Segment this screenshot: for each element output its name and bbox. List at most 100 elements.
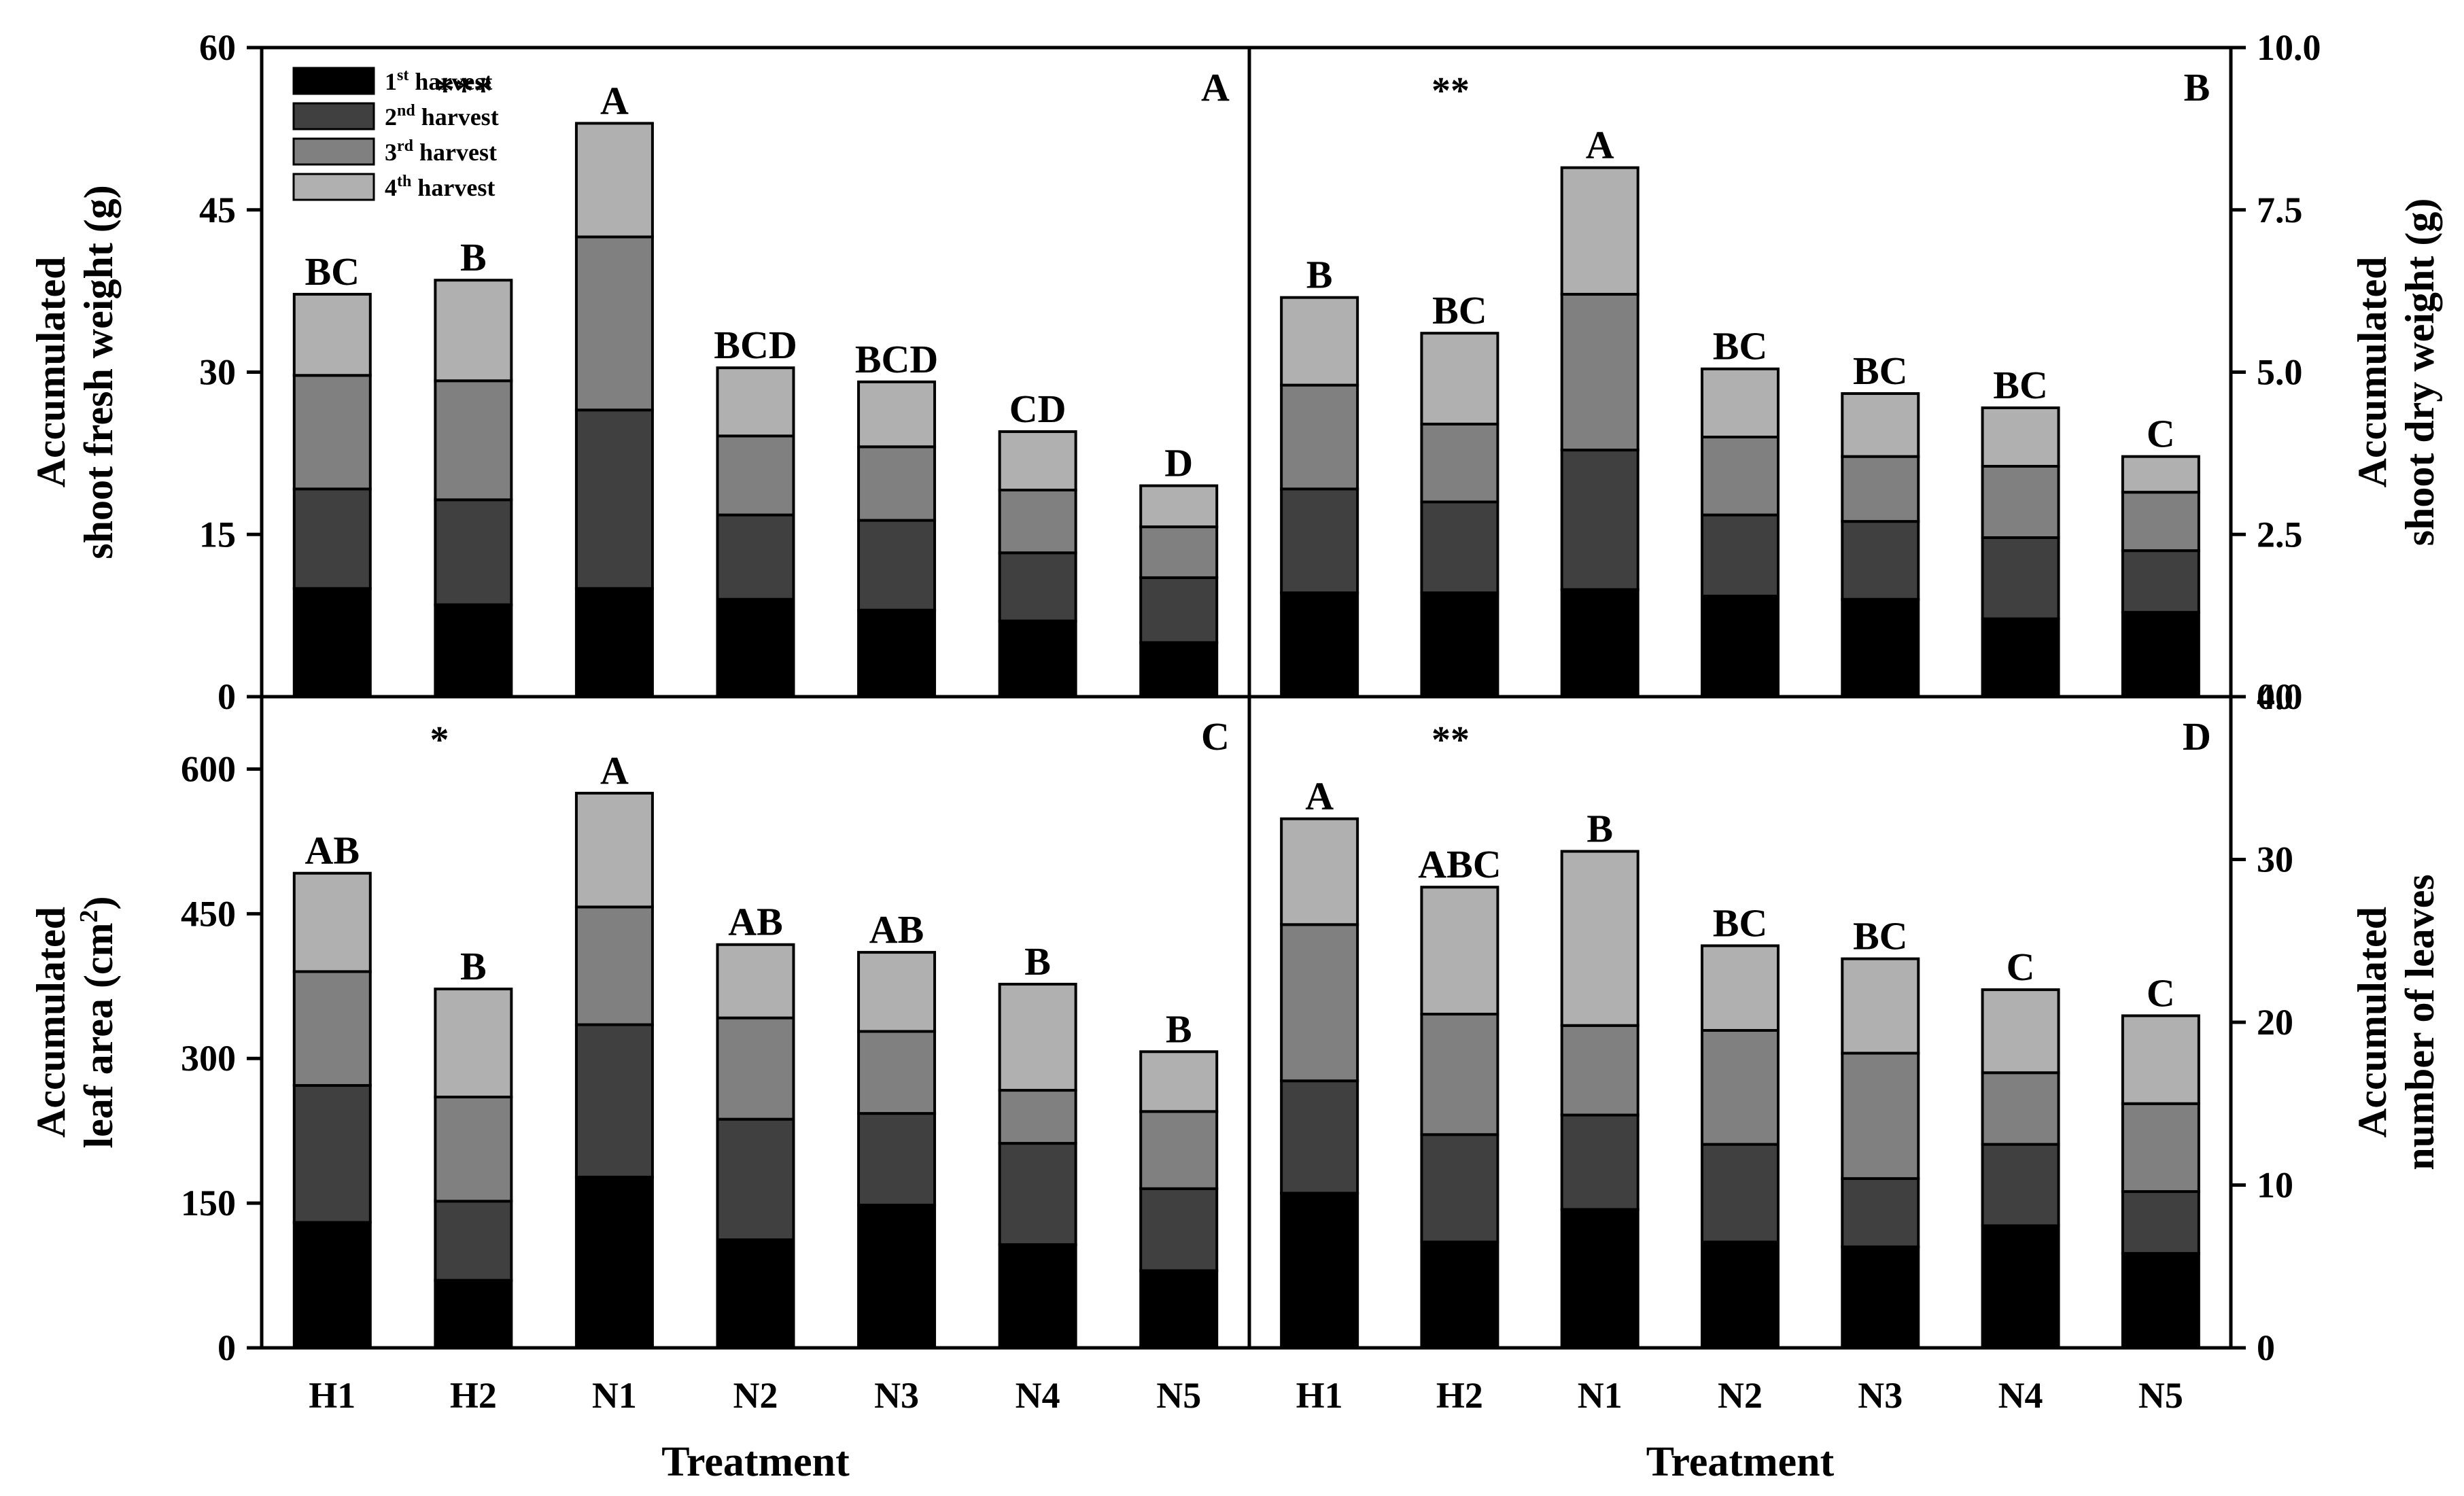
y-tick-label: 0 [218,676,236,717]
significance-letter: A [600,78,629,122]
significance-letter: BC [1432,288,1487,332]
significance-stars: ** [1431,70,1470,112]
bar-segment-H2-4 [1420,886,1499,1016]
bar-segment-N2-1 [1701,1240,1780,1349]
bar-segment-H2-1 [1420,591,1499,699]
x-tick-label: H2 [450,1375,497,1416]
bar-segment-H2-3 [434,379,513,502]
panel-C: 0 150 300 450 600 AB B A AB AB B B C * Accumulated leaf… [29,714,1230,1485]
significance-letter: BC [1853,349,1908,393]
bar-segment-N5-1 [1139,1269,1219,1349]
bar-segment-H2-3 [434,1095,513,1203]
legend-swatch [292,102,375,131]
y-axis-label-line-2: number of leaves [2397,874,2442,1170]
y-tick-label: 600 [181,748,236,789]
bar-segment-H1-4 [1280,817,1359,926]
bar-segment-H2-3 [1420,1013,1499,1136]
bar-segment-H1-1 [292,1221,372,1350]
bar-segment-N2-4 [716,943,795,1020]
bar-segment-N1-3 [574,235,654,412]
panel-B: 0.0 2.5 5.0 7.5 10.0 B BC A BC BC BC C B ** Accumulate… [1280,27,2442,717]
bar-segment-N4-4 [998,982,1077,1092]
bar-segment-N3-3 [1841,455,1920,523]
y-tick-label: 300 [181,1038,236,1079]
significance-letter: D [1164,441,1193,485]
y-tick-label: 5.0 [2257,352,2303,393]
significance-letter: BC [1713,901,1768,945]
legend-label: 1st harvest [385,67,492,95]
y-axis-label-line-1: Accumulated [29,257,73,488]
bar-segment-N2-4 [716,366,795,438]
significance-letter: B [1166,1007,1192,1051]
bar-segment-H2-3 [1420,422,1499,504]
bar-segment-N2-2 [716,1117,795,1242]
bar-segment-N4-2 [1981,1143,2060,1228]
legend-swatch [292,67,375,95]
y-axis-label-line-1: Accumulated [29,907,73,1138]
panel-label: A [1201,65,1230,109]
bar-segment-N4-1 [998,1243,1077,1350]
legend-label: 3rd harvest [385,137,497,166]
bar-segment-N5-4 [1139,1050,1219,1113]
bar-segment-H1-2 [292,1083,372,1224]
bar-segment-N2-3 [716,434,795,517]
bar-segment-N3-2 [857,1112,937,1206]
y-tick-label: 0.0 [2257,676,2303,717]
bar-segment-H2-4 [434,988,513,1098]
bar-segment-N1-1 [574,1175,654,1350]
bar-segment-N2-2 [1701,513,1780,597]
bar-segment-N5-4 [2121,455,2200,494]
bar-segment-N5-2 [2121,549,2200,614]
bar-segment-N5-1 [2121,1252,2200,1349]
y-tick-label: 40 [2257,676,2293,717]
y-tick-label: 20 [2257,1002,2293,1043]
x-tick-label: N3 [874,1375,919,1416]
significance-letter: BCD [855,337,938,381]
significance-letter: C [2007,945,2035,989]
bar-segment-N4-1 [1981,1224,2060,1349]
y-tick-label: 10 [2257,1165,2293,1206]
y-tick-label: 10.0 [2257,27,2321,68]
bar-segment-N5-3 [1139,525,1219,579]
x-tick-label: N2 [1718,1375,1763,1416]
y-tick-label: 150 [181,1183,236,1223]
x-tick-label: N4 [1016,1375,1060,1416]
x-axis-label: Treatment [661,1439,850,1485]
x-tick-label: N3 [1858,1375,1903,1416]
bar-segment-N2-3 [1701,436,1780,517]
significance-letter: C [2147,412,2175,456]
y-tick-label: 30 [199,352,236,393]
significance-letter: CD [1009,387,1066,431]
bar-segment-N4-3 [1981,1071,2060,1146]
bar-segment-N4-3 [998,488,1077,555]
bar-segment-N4-2 [1981,536,2060,621]
bar-segment-N3-4 [1841,392,1920,458]
y-axis-label-line-1: Accumulated [2350,257,2395,488]
bar-segment-N2-1 [716,1238,795,1349]
significance-letter: BC [1853,914,1908,958]
bar-segment-H1-3 [292,970,372,1087]
significance-letter: B [460,944,487,988]
legend-swatch [292,137,375,166]
x-tick-label: N2 [733,1375,778,1416]
significance-letter: B [1024,939,1051,984]
significance-letter: AB [305,829,360,873]
bar-segment-N1-4 [1560,850,1639,1027]
bar-segment-N3-3 [1841,1051,1920,1180]
bar-segment-N5-2 [1139,576,1219,644]
legend-label: 4th harvest [385,173,495,201]
bar-segment-N5-2 [1139,1187,1219,1272]
significance-letter: BC [1993,363,2048,407]
bar-segment-H1-2 [1280,1079,1359,1195]
bar-segment-H1-1 [1280,591,1359,699]
bar-segment-N3-3 [857,1030,937,1115]
bar-segment-N1-4 [1560,166,1639,296]
bar-segment-H2-1 [434,1278,513,1349]
bar-segment-N2-4 [1701,367,1780,438]
significance-stars: *** [436,70,493,112]
bar-segment-N2-1 [1701,594,1780,698]
significance-letter: BCD [714,323,797,367]
bar-segment-H1-4 [292,871,372,973]
significance-letter: AB [728,900,783,944]
